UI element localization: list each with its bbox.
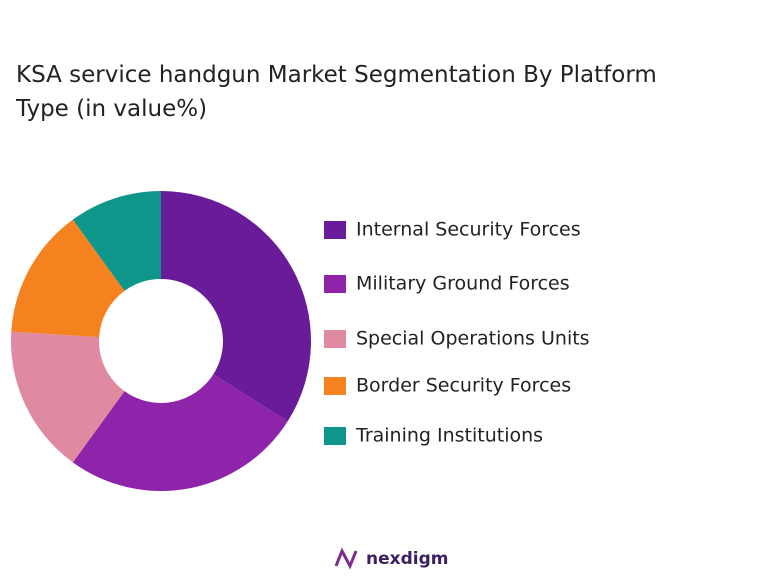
donut-slice bbox=[11, 331, 125, 463]
brand: nexdigm bbox=[366, 549, 448, 569]
legend-swatch bbox=[324, 221, 346, 239]
donut-slice bbox=[72, 374, 288, 491]
legend-label: Border Security Forces bbox=[356, 375, 571, 397]
donut-slice bbox=[161, 191, 312, 422]
logo: nexdigm bbox=[334, 547, 448, 570]
legend-label: Military Ground Forces bbox=[356, 273, 570, 295]
legend-swatch bbox=[324, 377, 346, 395]
legend-swatch bbox=[324, 330, 346, 348]
donut-slice bbox=[11, 219, 125, 338]
legend-label: Training Institutions bbox=[355, 425, 543, 447]
logo-icon bbox=[334, 547, 358, 570]
donut-slice bbox=[72, 191, 161, 291]
legend-label: Special Operations Units bbox=[356, 328, 590, 350]
chart-title: KSA service handgun Market Segmentation … bbox=[16, 62, 657, 122]
legend-swatch bbox=[324, 275, 346, 293]
legend-swatch bbox=[324, 427, 346, 445]
legend-label: Internal Security Forces bbox=[356, 219, 581, 241]
